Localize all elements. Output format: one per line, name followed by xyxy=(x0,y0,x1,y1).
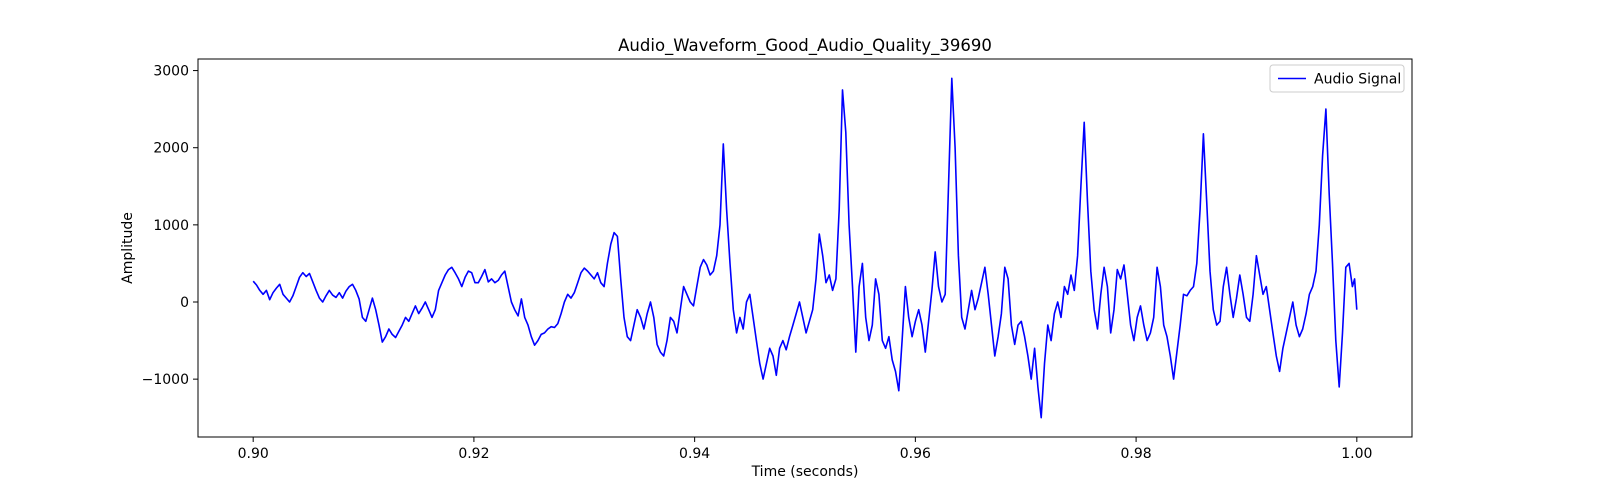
y-tick-label: −1000 xyxy=(142,372,189,388)
x-tick-label: 0.90 xyxy=(238,446,269,462)
legend: Audio Signal xyxy=(1269,64,1405,93)
legend-box xyxy=(1269,64,1405,93)
y-tick-label: 2000 xyxy=(153,141,189,157)
x-axis: 0.90 0.92 0.94 0.96 0.98 1.00 xyxy=(238,437,1372,462)
x-tick-label: 1.00 xyxy=(1341,446,1372,462)
legend-label-audio-signal: Audio Signal xyxy=(1314,72,1401,88)
series-line-audio-signal xyxy=(252,77,1358,419)
y-tick-label: 1000 xyxy=(153,218,189,234)
plot-area xyxy=(197,58,1413,438)
x-axis-title: Time (seconds) xyxy=(751,464,859,480)
x-tick-label: 0.92 xyxy=(458,446,489,462)
y-axis-title: Amplitude xyxy=(120,212,136,284)
chart-title: Audio_Waveform_Good_Audio_Quality_39690 xyxy=(618,36,992,56)
x-tick-label: 0.96 xyxy=(900,446,931,462)
y-tick-label: 3000 xyxy=(153,64,189,80)
x-tick-label: 0.94 xyxy=(679,446,710,462)
axes-frame xyxy=(197,58,1413,438)
x-tick-label: 0.98 xyxy=(1121,446,1152,462)
y-axis: −1000 0 1000 2000 3000 xyxy=(142,64,198,388)
y-tick-label: 0 xyxy=(180,295,189,311)
